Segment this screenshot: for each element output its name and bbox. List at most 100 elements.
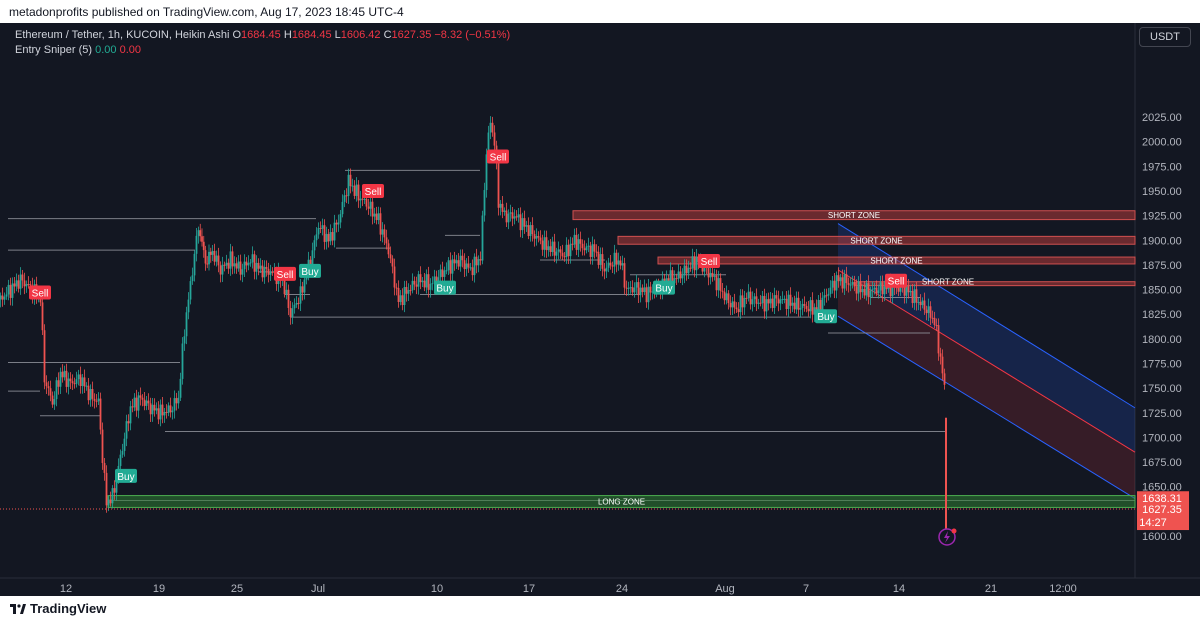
buy-signal-tag[interactable] (434, 280, 456, 295)
candle-body (903, 286, 906, 296)
candle-body (691, 256, 694, 269)
candle-body (681, 275, 684, 279)
buy-signal-tag[interactable] (115, 468, 137, 483)
chart-area[interactable]: 2025.00 2000.00 1975.00 1950.00 1925.00 1900.… (0, 23, 1200, 596)
candle-body (573, 234, 576, 245)
change-value: −8.32 (−0.51%) (434, 29, 511, 41)
candle-body (165, 412, 168, 414)
sell-signal-tag[interactable] (29, 285, 51, 300)
candle-body (89, 388, 92, 401)
candle-body (475, 256, 478, 266)
y-tick-label: 1600.00 (1142, 531, 1182, 543)
short-zone-label: SHORT ZONE (870, 257, 922, 266)
y-tick-label: 1700.00 (1142, 432, 1182, 444)
candle-body (771, 298, 774, 308)
candle-body (551, 241, 554, 252)
candle-body (453, 259, 456, 264)
candle-body (917, 301, 920, 303)
sell-signal-tag[interactable] (274, 266, 296, 281)
candle-body (493, 132, 496, 146)
y-tick-label: 2000.00 (1142, 137, 1182, 149)
buy-signal-tag[interactable] (653, 280, 675, 295)
candle-body (67, 378, 70, 387)
candle-body (389, 254, 392, 259)
candle-body (231, 251, 234, 267)
candle-body (357, 184, 360, 201)
candle-body (131, 406, 134, 408)
candle-body (403, 287, 406, 306)
sell-signal-tag[interactable] (487, 149, 509, 164)
candle-body (47, 386, 50, 389)
candle-body (167, 405, 170, 413)
candle-body (789, 294, 792, 306)
candle-body (375, 213, 378, 221)
sell-signal-tag[interactable] (885, 273, 907, 288)
indicator-name[interactable]: Entry Sniper (5) (15, 44, 93, 56)
short-zone-label: SHORT ZONE (828, 211, 880, 220)
candle-body (817, 299, 820, 312)
candle-body (885, 286, 888, 290)
candle-body (5, 294, 8, 297)
candle-body (21, 274, 24, 281)
x-tick-label: Jul (311, 583, 325, 595)
candle-body (613, 252, 616, 267)
candle-body (867, 283, 870, 298)
candle-body (695, 256, 698, 271)
candle-body (365, 198, 368, 207)
candle-body (221, 264, 224, 275)
candle-body (759, 302, 762, 304)
candle-body (819, 299, 822, 311)
short-zone[interactable] (657, 256, 1136, 265)
candle-body (805, 305, 808, 309)
candle-body (347, 174, 350, 196)
candle-body (261, 265, 264, 278)
y-tick-label: 1725.00 (1142, 408, 1182, 420)
candle-body (839, 277, 842, 282)
candle-body (623, 263, 626, 288)
candle-body (647, 286, 650, 303)
candle-body (115, 476, 118, 493)
candle-body (871, 289, 874, 291)
sell-signal-tag[interactable] (698, 254, 720, 268)
symbol-name[interactable]: Ethereum / Tether, 1h, KUCOIN, Heikin As… (15, 29, 230, 41)
candle-body (911, 291, 914, 304)
candle-body (563, 256, 566, 258)
candle-body (1, 295, 4, 300)
candle-body (349, 174, 352, 187)
short-zone[interactable] (617, 235, 1136, 245)
candle-body (289, 307, 292, 317)
y-tick-label: 1675.00 (1142, 457, 1182, 469)
candle-body (343, 195, 346, 202)
price-chart[interactable]: 2025.00 2000.00 1975.00 1950.00 1925.00 1900.… (0, 23, 1200, 596)
candle-body (427, 274, 430, 290)
candle-body (399, 295, 402, 302)
currency-button[interactable]: USDT (1139, 27, 1191, 47)
candle-body (333, 222, 336, 241)
candle-body (543, 237, 546, 250)
buy-signal-tag[interactable] (815, 309, 837, 324)
short-zone[interactable] (855, 281, 1136, 287)
candle-body (345, 195, 348, 197)
candle-body (59, 371, 62, 387)
candle-body (927, 306, 930, 314)
candle-body (741, 295, 744, 308)
candle-body (63, 370, 66, 378)
candle-body (227, 262, 230, 269)
candle-body (191, 275, 194, 282)
candle-body (217, 255, 220, 266)
candle-body (561, 252, 564, 257)
sell-signal-tag[interactable] (362, 184, 384, 199)
candle-body (265, 266, 268, 269)
candle-body (921, 300, 924, 306)
buy-signal-tag[interactable] (299, 263, 321, 278)
y-tick-label: 1825.00 (1142, 309, 1182, 321)
candle-body (245, 261, 248, 266)
buy-signal-label: Buy (655, 284, 672, 295)
short-zone[interactable] (572, 210, 1136, 221)
candle-body (469, 267, 472, 269)
candle-body (397, 287, 400, 302)
candle-body (141, 397, 144, 400)
candle-body (545, 237, 548, 251)
candle-body (467, 263, 470, 268)
candle-body (193, 253, 196, 276)
